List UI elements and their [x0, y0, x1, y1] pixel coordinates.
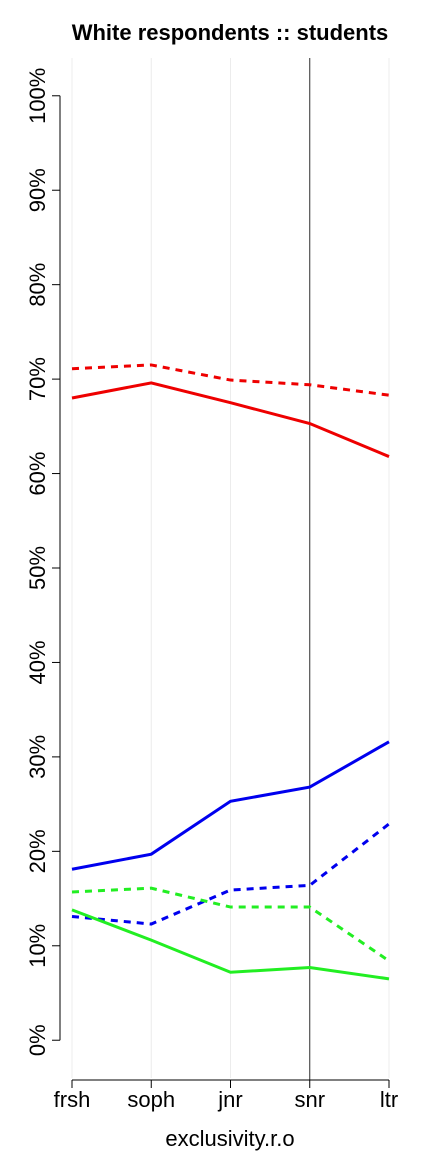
series-line: [71, 740, 390, 871]
y-tick-label: 70%: [25, 357, 50, 401]
y-tick-label: 30%: [25, 735, 50, 779]
y-tick-label: 10%: [25, 924, 50, 968]
y-tick-label: 50%: [25, 546, 50, 590]
y-tick-label: 0%: [25, 1024, 50, 1056]
x-tick-label: snr: [294, 1087, 325, 1112]
x-axis-label: exclusivity.r.o: [165, 1126, 294, 1151]
x-tick-label: frsh: [54, 1087, 91, 1112]
y-tick-label: 80%: [25, 263, 50, 307]
series-line: [71, 822, 390, 926]
y-tick-label: 100%: [25, 68, 50, 124]
chart-title: White respondents :: students: [72, 20, 389, 45]
series-line: [71, 886, 390, 963]
y-tick-label: 20%: [25, 829, 50, 873]
y-tick-label: 40%: [25, 640, 50, 684]
series-line: [71, 363, 390, 397]
series-line: [71, 908, 390, 981]
series-line: [71, 381, 390, 458]
x-tick-label: jnr: [217, 1087, 242, 1112]
y-tick-label: 90%: [25, 168, 50, 212]
x-tick-label: ltr: [380, 1087, 398, 1112]
y-tick-label: 60%: [25, 452, 50, 496]
x-tick-label: soph: [127, 1087, 175, 1112]
